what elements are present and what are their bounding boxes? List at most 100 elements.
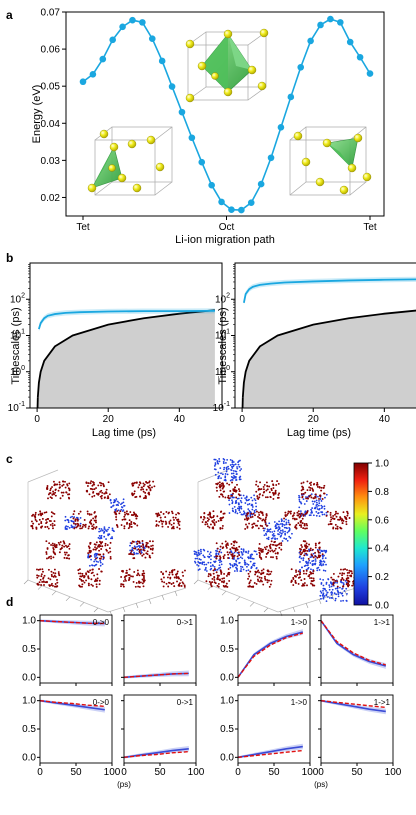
red-point: [310, 572, 313, 575]
red-point: [125, 512, 128, 515]
red-point: [261, 525, 264, 528]
blue-point: [254, 499, 257, 502]
red-point: [77, 569, 80, 572]
red-point: [72, 513, 75, 516]
red-point: [140, 488, 143, 491]
red-point: [130, 521, 133, 523]
red-point: [233, 547, 236, 550]
blue-point: [305, 560, 308, 563]
blue-point: [320, 550, 323, 553]
x-tick-label: 0: [121, 767, 127, 778]
red-point: [131, 493, 134, 496]
axis-tick: [161, 594, 165, 601]
red-point: [225, 582, 228, 585]
red-point: [275, 557, 278, 560]
red-point: [40, 584, 43, 586]
red-point: [148, 554, 151, 557]
red-point: [232, 544, 235, 547]
red-point: [309, 549, 312, 552]
red-point: [259, 517, 262, 520]
blue-point: [218, 458, 221, 460]
red-point: [222, 581, 225, 584]
blue-point: [240, 568, 243, 570]
red-point: [36, 583, 39, 586]
red-point: [219, 545, 222, 548]
transition-subplot: 0->10 50 100: [121, 694, 205, 778]
blue-point: [312, 552, 315, 555]
red-point: [330, 518, 333, 521]
axis-tick: [235, 596, 241, 602]
red-point: [246, 525, 249, 528]
red-point: [164, 520, 167, 523]
red-point: [41, 568, 44, 571]
red-point: [288, 523, 291, 526]
red-point: [94, 546, 96, 549]
red-point: [258, 576, 261, 579]
red-point: [98, 568, 101, 570]
red-point: [265, 513, 268, 516]
red-point: [231, 557, 234, 560]
blue-point: [241, 553, 244, 556]
axis-tick: [79, 602, 85, 607]
red-point: [345, 577, 348, 580]
blue-point: [121, 506, 124, 509]
red-point: [120, 576, 123, 578]
blue-point: [280, 529, 282, 532]
axis-tick: [174, 590, 178, 597]
red-point: [56, 578, 58, 581]
blue-point: [289, 537, 292, 539]
red-point: [139, 581, 142, 584]
red-point: [319, 554, 322, 557]
red-point: [136, 540, 139, 543]
red-point: [305, 527, 308, 530]
red-point: [237, 551, 240, 554]
red-point: [250, 512, 253, 515]
blue-point: [226, 473, 229, 476]
blue-point: [208, 556, 210, 559]
red-point: [38, 581, 41, 584]
red-point: [290, 568, 293, 571]
red-point: [306, 489, 309, 492]
red-point: [317, 551, 320, 554]
timescale-band: [38, 308, 215, 332]
red-point: [53, 512, 56, 515]
red-point: [67, 554, 70, 557]
red-point: [301, 551, 304, 554]
blue-point: [216, 460, 219, 463]
red-point: [206, 523, 209, 525]
red-point: [128, 568, 131, 571]
blue-point: [281, 529, 284, 532]
red-point: [58, 543, 61, 546]
red-point: [104, 496, 106, 499]
red-point: [168, 522, 171, 525]
red-point: [134, 522, 137, 525]
red-point: [302, 570, 305, 572]
red-point: [131, 575, 134, 578]
red-point: [50, 555, 52, 558]
y-tick-label: 10-1: [8, 401, 25, 414]
red-point: [303, 550, 306, 553]
red-point: [68, 482, 71, 485]
red-point: [132, 580, 135, 583]
blue-point: [302, 557, 305, 559]
red-point: [138, 540, 141, 543]
red-point: [296, 511, 299, 514]
red-point: [306, 584, 308, 587]
red-point: [207, 575, 210, 578]
red-point: [135, 495, 138, 498]
blue-point: [326, 596, 329, 598]
blue-point: [133, 551, 135, 554]
red-point: [280, 542, 283, 545]
red-point: [270, 489, 273, 492]
blue-point: [112, 529, 115, 532]
blue-point: [346, 592, 348, 595]
blue-point: [231, 463, 234, 466]
red-point: [334, 510, 337, 513]
blue-point: [238, 478, 241, 481]
red-point: [133, 547, 135, 550]
x-tick-label: Tet: [76, 222, 90, 233]
blue-point: [64, 515, 67, 518]
red-point: [53, 493, 55, 496]
red-point: [275, 484, 278, 486]
blue-point: [95, 560, 98, 563]
